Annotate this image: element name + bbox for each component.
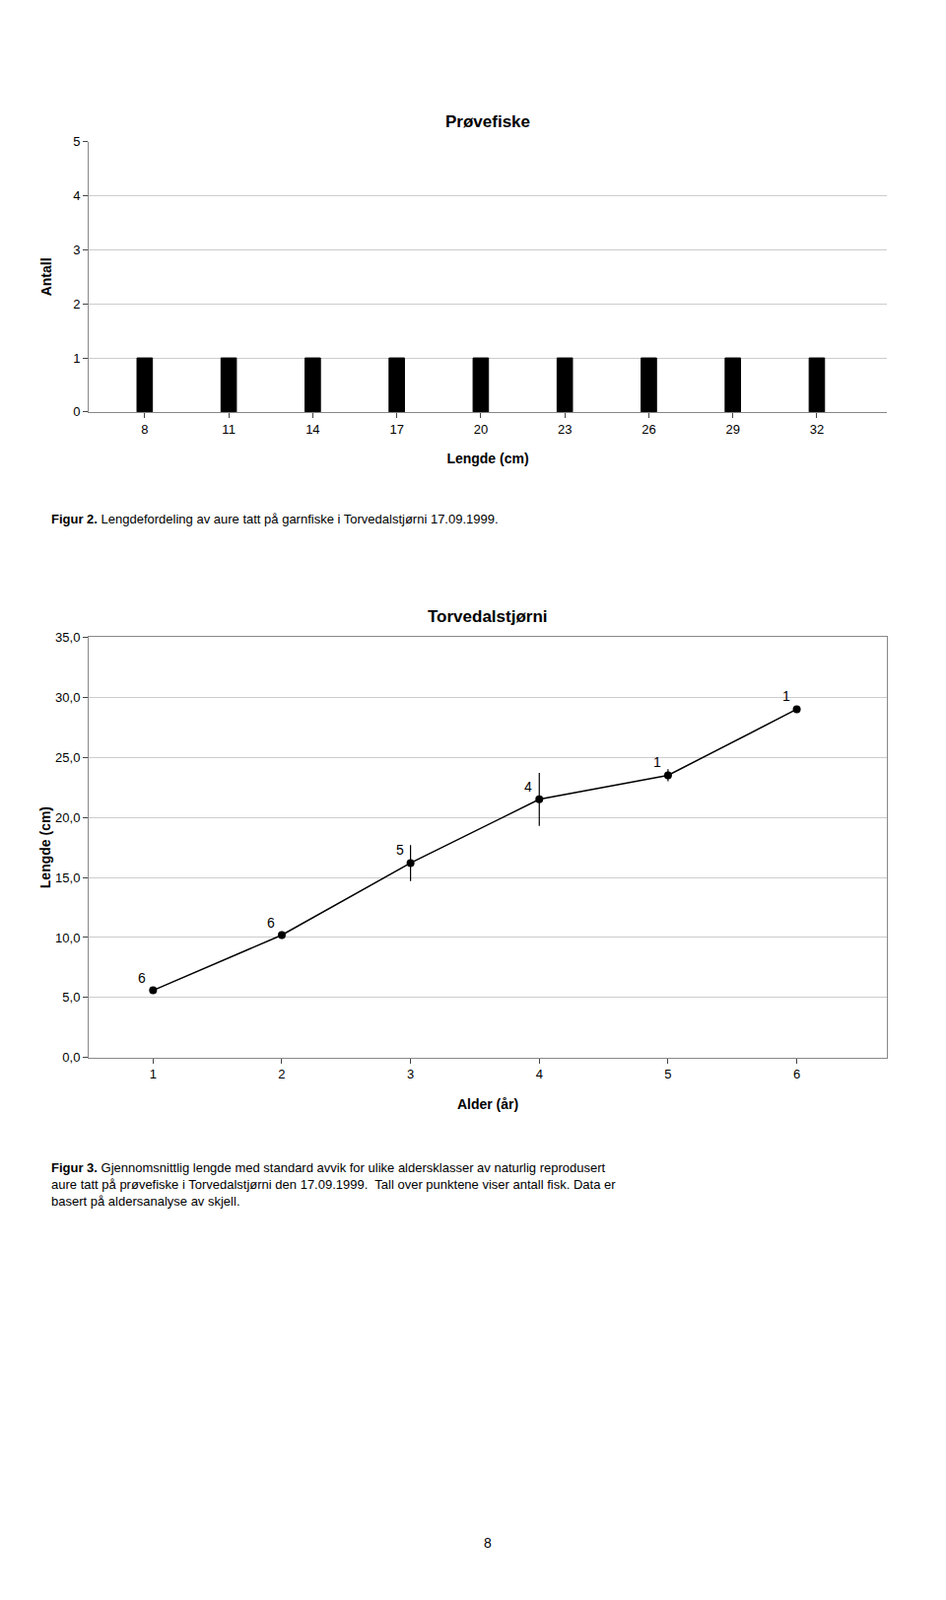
svg-text:Figur 2. Lengdefordeling av au: Figur 2. Lengdefordeling av aure tatt på… <box>51 511 499 527</box>
svg-text:6: 6 <box>793 1066 801 1082</box>
svg-text:1: 1 <box>782 687 791 704</box>
svg-text:Alder (år): Alder (år) <box>457 1095 519 1112</box>
svg-text:32: 32 <box>810 421 824 437</box>
svg-text:1: 1 <box>653 753 662 770</box>
svg-text:15,0: 15,0 <box>55 870 80 885</box>
svg-text:10,0: 10,0 <box>55 930 80 946</box>
svg-text:1: 1 <box>149 1066 157 1082</box>
svg-text:Prøvefiske: Prøvefiske <box>445 112 531 132</box>
svg-text:14: 14 <box>305 421 320 437</box>
svg-text:11: 11 <box>221 421 236 437</box>
svg-text:5: 5 <box>72 134 80 149</box>
svg-text:0,0: 0,0 <box>62 1049 80 1065</box>
svg-text:6: 6 <box>267 914 275 931</box>
svg-text:3: 3 <box>72 242 80 258</box>
svg-text:Torvedalstjørni: Torvedalstjørni <box>427 607 548 626</box>
svg-text:25,0: 25,0 <box>55 749 80 765</box>
svg-text:5,0: 5,0 <box>62 989 80 1005</box>
svg-text:3: 3 <box>406 1066 414 1082</box>
svg-text:4: 4 <box>536 1066 543 1082</box>
svg-text:29: 29 <box>725 421 740 437</box>
svg-text:8: 8 <box>483 1534 492 1551</box>
svg-text:20,0: 20,0 <box>55 810 80 825</box>
svg-text:Antall: Antall <box>38 257 55 296</box>
svg-text:8: 8 <box>140 421 148 437</box>
svg-text:30,0: 30,0 <box>55 689 80 705</box>
svg-text:20: 20 <box>473 421 488 437</box>
svg-text:17: 17 <box>389 421 404 437</box>
svg-text:0: 0 <box>72 404 80 419</box>
svg-text:26: 26 <box>641 421 656 437</box>
svg-text:Lengde (cm): Lengde (cm) <box>446 450 529 467</box>
svg-text:2: 2 <box>72 296 80 312</box>
svg-text:Figur 3. Gjennomsnittlig lengd: Figur 3. Gjennomsnittlig lengde med stan… <box>51 1159 616 1209</box>
svg-text:2: 2 <box>277 1066 285 1082</box>
svg-text:6: 6 <box>137 969 146 986</box>
svg-text:23: 23 <box>557 421 572 437</box>
svg-text:Lengde (cm): Lengde (cm) <box>37 806 54 888</box>
svg-text:5: 5 <box>396 841 405 858</box>
svg-text:5: 5 <box>664 1066 672 1082</box>
svg-text:1: 1 <box>72 350 80 366</box>
svg-text:35,0: 35,0 <box>55 629 80 645</box>
svg-text:4: 4 <box>524 778 533 795</box>
svg-text:4: 4 <box>72 188 80 203</box>
